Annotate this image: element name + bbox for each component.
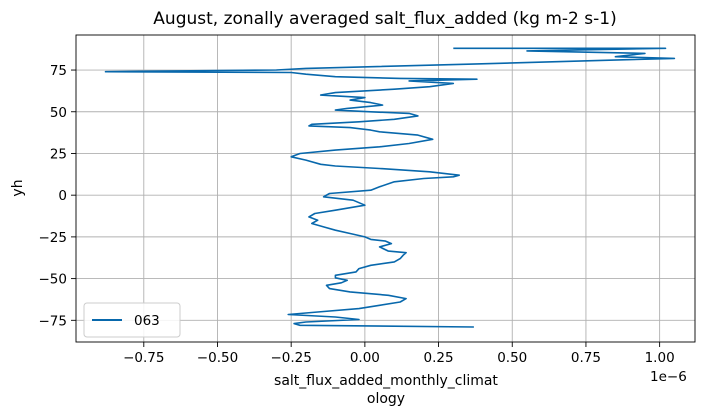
plot-frame [75, 34, 696, 343]
grid [76, 35, 695, 342]
x-tick-label: −0.25 [270, 350, 311, 366]
chart-title: August, zonally averaged salt_flux_added… [153, 9, 616, 29]
x-tick-label: 0.50 [497, 350, 527, 366]
x-tick-label: 1.00 [645, 350, 675, 366]
y-tick-label: 50 [50, 105, 67, 121]
x-axis-label-line2: ology [367, 391, 405, 407]
x-axis: −0.75 −0.50 −0.25 0.00 0.25 0.50 0.75 1.00 [123, 342, 675, 366]
x-axis-label-line1: salt_flux_added_monthly_climat [274, 373, 498, 389]
plot-area [104, 47, 676, 328]
legend[interactable]: 063 [83, 302, 181, 338]
legend-label: 063 [134, 313, 160, 329]
x-tick-label: −0.75 [123, 350, 164, 366]
x-tick-label: 0.25 [424, 350, 454, 366]
x-offset-text: 1e−6 [650, 369, 687, 385]
series-line-063 [104, 47, 676, 328]
x-tick-label: −0.50 [197, 350, 238, 366]
y-tick-label: −25 [39, 230, 68, 246]
y-axis-label: yh [10, 179, 26, 196]
y-axis: 75 50 25 0 −25 −50 −75 [39, 63, 76, 329]
x-tick-label: 0.00 [350, 350, 380, 366]
y-tick-label: 75 [50, 63, 67, 79]
y-tick-label: −75 [39, 313, 68, 329]
y-tick-label: 25 [50, 146, 67, 162]
legend-box [83, 302, 181, 338]
y-tick-label: 0 [58, 188, 67, 204]
y-tick-label: −50 [39, 272, 68, 288]
x-tick-label: 0.75 [571, 350, 601, 366]
